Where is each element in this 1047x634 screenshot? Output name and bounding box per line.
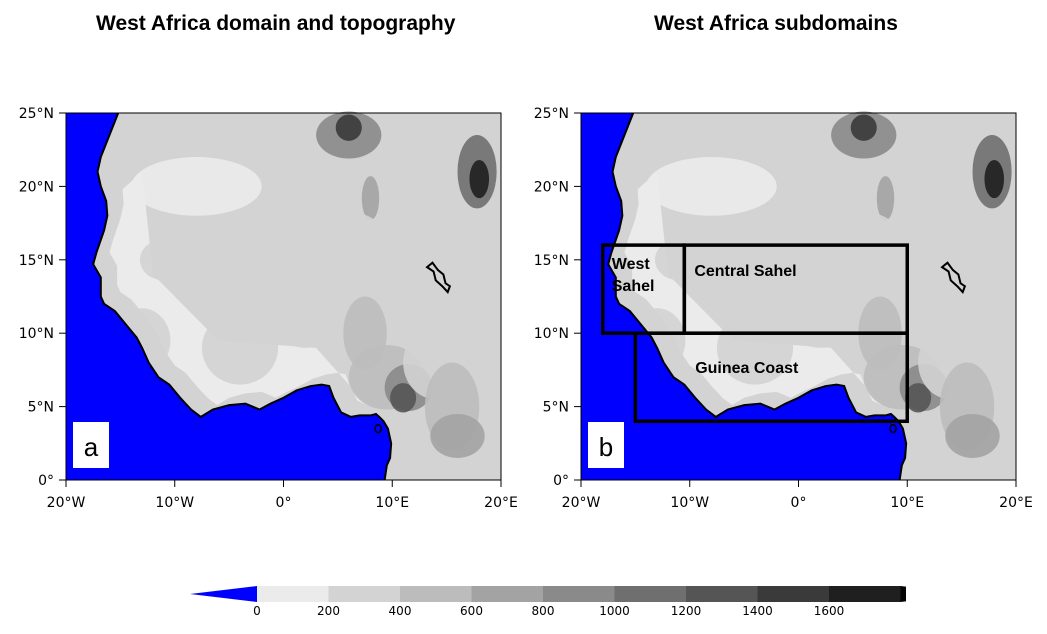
x-tick-label: 0° (791, 495, 807, 511)
subdomain-label: West (612, 256, 651, 273)
x-tick-label: 20°W (47, 495, 86, 511)
y-tick-label: 15°N (534, 253, 569, 269)
panel-letter-box (588, 422, 624, 468)
colorbar-tick-label: 800 (531, 604, 555, 618)
colorbar-segment (328, 586, 401, 602)
colorbar-tick-label: 400 (388, 604, 412, 618)
topography-colorbar (190, 586, 906, 602)
ocean (66, 113, 392, 480)
y-tick-label: 25°N (534, 106, 569, 122)
coastline (92, 112, 393, 481)
y-tick-label: 0° (553, 473, 569, 489)
x-tick-label: 10°W (155, 495, 194, 511)
colorbar-segment (471, 586, 544, 602)
subdomain-box (633, 331, 909, 424)
relief-patch (787, 208, 897, 253)
bioko-island (889, 423, 897, 434)
relief-patch (984, 159, 1005, 199)
ocean (581, 113, 907, 480)
x-tick-label: 0° (276, 495, 292, 511)
y-tick-label: 25°N (19, 106, 54, 122)
relief-patch (905, 383, 932, 413)
right-map-title: West Africa subdomains (654, 12, 898, 35)
y-tick-label: 20°N (19, 179, 54, 195)
relief-patch (912, 208, 978, 282)
y-tick-label: 10°N (19, 326, 54, 342)
relief-patch (201, 311, 279, 385)
colorbar-tick-label: 1600 (813, 604, 845, 618)
relief-patch (390, 383, 417, 413)
colorbar-tick-label: 0 (253, 604, 261, 618)
lake-chad-outline (940, 261, 967, 294)
colorbar-segment (614, 586, 687, 602)
relief-patch (397, 208, 463, 282)
relief-patch (654, 239, 703, 281)
relief-patch (430, 413, 485, 458)
subdomain-label: Sahel (612, 278, 655, 295)
relief-patch (945, 413, 1000, 458)
x-tick-label: 10°E (375, 495, 409, 511)
colorbar-segment (686, 586, 758, 602)
colorbar-tick-label: 200 (317, 604, 340, 618)
colorbar-segment (829, 586, 901, 602)
x-tick-label: 20°W (562, 495, 601, 511)
coastal-plain (624, 171, 883, 406)
relief-patch (335, 114, 362, 141)
relief-patch (272, 289, 338, 348)
colorbar-segment (257, 586, 329, 602)
y-tick-label: 20°N (534, 179, 569, 195)
panel-letter-box (73, 422, 109, 468)
relief-patch (139, 239, 188, 281)
x-tick-label: 10°E (890, 495, 924, 511)
panel-letter: a (84, 432, 99, 462)
y-tick-label: 0° (38, 473, 54, 489)
colorbar-segment (543, 586, 615, 602)
subdomain-label: Central Sahel (694, 263, 796, 280)
relief-patch (787, 289, 853, 348)
colorbar-segment (400, 586, 472, 602)
colorbar-high-triangle (900, 586, 906, 602)
colorbar-tick-label: 1000 (599, 604, 630, 618)
subdomain-label: Guinea Coast (695, 360, 799, 377)
bioko-island (374, 423, 382, 434)
relief-patch (716, 311, 794, 385)
panel-letter: b (599, 432, 613, 462)
topography-map-panel: 20°W 10°W 0° 10°E 20°E 0° 5°N 10°N 15°N 20°N 25°N a (19, 106, 518, 511)
colorbar-segment (757, 586, 830, 602)
y-tick-label: 15°N (19, 253, 54, 269)
relief-patch (876, 176, 895, 221)
relief-patch (469, 159, 490, 199)
lake-chad-outline (425, 261, 452, 294)
coastline (607, 112, 908, 481)
x-tick-label: 20°E (484, 495, 518, 511)
colorbar-tick-label: 1400 (742, 604, 773, 618)
relief-patch (131, 157, 262, 216)
colorbar-tick-label: 600 (460, 604, 483, 618)
subdomains-map-panel: 20°W 10°W 0° 10°E 20°E 0° 5°N 10°N 15°N 20°N 25°N b… (534, 106, 1033, 511)
relief-patch (361, 176, 380, 221)
x-tick-label: 10°W (670, 495, 709, 511)
coastal-plain (109, 171, 368, 406)
y-tick-label: 10°N (534, 326, 569, 342)
left-map-title: West Africa domain and topography (96, 12, 456, 35)
x-tick-label: 20°E (999, 495, 1033, 511)
y-tick-label: 5°N (543, 400, 569, 416)
y-tick-label: 5°N (28, 400, 54, 416)
relief-patch (646, 157, 777, 216)
colorbar-low-triangle (190, 586, 257, 602)
relief-patch (850, 114, 877, 141)
relief-patch (272, 208, 382, 253)
colorbar-tick-label: 1200 (670, 604, 702, 618)
